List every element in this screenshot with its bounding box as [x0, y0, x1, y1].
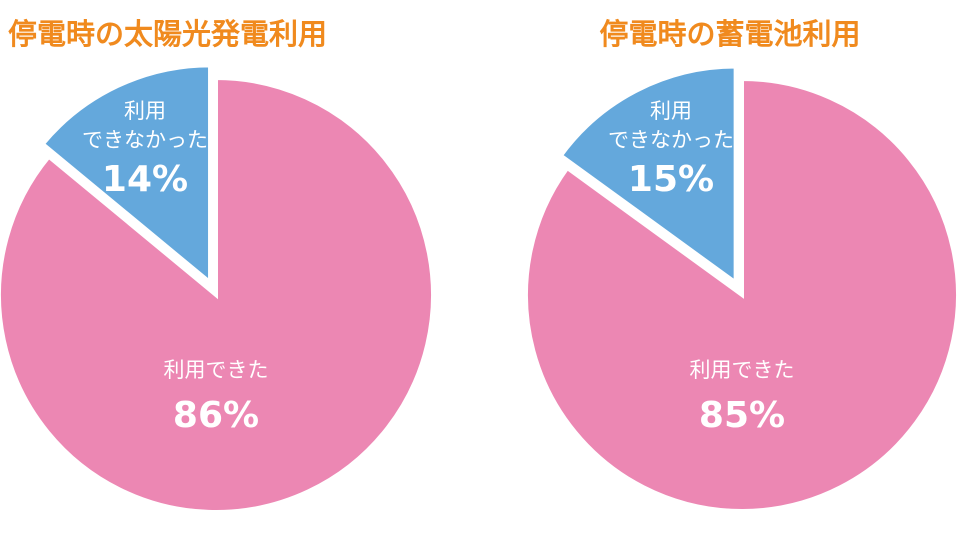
value-label: 86% [173, 395, 259, 436]
pie-slice [524, 76, 960, 513]
pie-slice [40, 63, 213, 287]
value-label: 15% [628, 159, 714, 200]
slice-label: 利用できた [164, 358, 269, 382]
slice-label: 利用できなかった [82, 99, 208, 152]
pie-slice [558, 64, 738, 287]
chart-title: 停電時の太陽光発電利用 [8, 17, 327, 51]
value-label: 14% [102, 159, 188, 200]
slice-label: 利用できた [690, 358, 795, 382]
pie-slice [0, 75, 435, 514]
value-label: 85% [699, 395, 785, 436]
chart-title: 停電時の蓄電池利用 [599, 17, 860, 51]
slice-label: 利用できなかった [608, 99, 734, 152]
